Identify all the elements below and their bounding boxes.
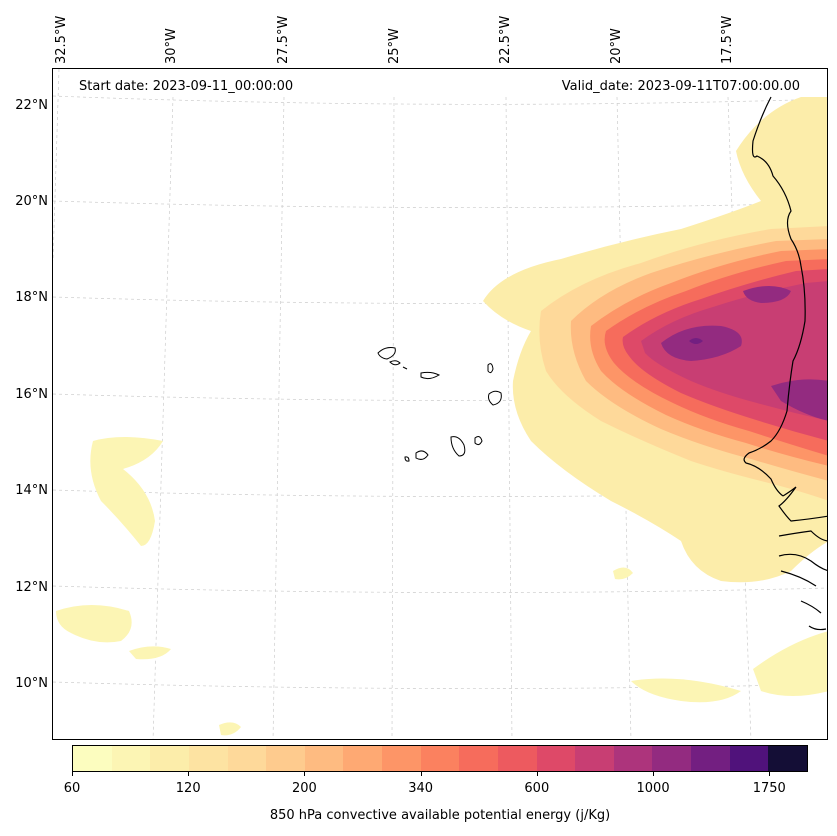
parallel-20n [53,200,827,208]
cape-patch-south-2 [753,631,827,696]
island-sao-nicolau [420,371,441,380]
west-africa-coastline [743,96,827,631]
meridian-27-5w [272,96,285,739]
meridian-32-5w [53,69,60,262]
colorbar-segment [111,746,151,771]
colorbar-tick-label: 340 [408,781,434,796]
cape-patch-south-1 [631,678,741,703]
meridian-30w [152,96,174,739]
island-sao-vicente [389,360,401,366]
colorbar-segment [459,746,498,771]
cape-patch-south-3 [613,567,633,580]
island-santo-antao [377,347,396,360]
gridlines [53,69,827,739]
colorbar-tick-mark [769,772,771,776]
parallel-14n [53,489,827,497]
start-date-label: Start date: 2023-09-11_00:00:00 [76,79,297,94]
cape-level-8 [661,325,742,361]
colorbar-segment [536,746,576,771]
cape-patch-west [90,437,163,546]
map-canvas [53,69,827,739]
parallel-10n [53,681,827,689]
colorbar-title: 850 hPa convective available potential e… [269,808,611,823]
meridian-20w [616,96,632,739]
colorbar-segment [729,746,769,771]
lon-label: 22.5°W [498,15,513,64]
lon-label: 27.5°W [276,15,291,64]
island-maio [474,436,483,446]
lon-label: 32.5°W [54,15,69,64]
cape-contours [56,97,827,736]
colorbar-segment [227,746,267,771]
colorbar-tick-label: 600 [524,781,550,796]
colorbar-tick-mark [536,772,538,776]
lat-label: 18°N [15,290,48,305]
parallel-18n [53,296,827,304]
colorbar-segment [768,746,807,771]
colorbar-tick-mark [653,772,655,776]
colorbar-tick-label: 60 [63,781,81,796]
cape-patch-small-1 [129,646,171,660]
lon-label: 20°W [609,28,624,64]
colorbar-segment [343,746,382,771]
cape-patch-small-2 [219,722,241,736]
coastline-guinea-bissau [778,553,827,631]
cape-level-9 [689,338,703,344]
lat-label: 20°N [15,194,48,209]
cape-level-8-coast [771,379,827,421]
colorbar-segment [304,746,344,771]
colorbar-tick-mark [72,772,73,776]
lat-label: 12°N [15,580,48,595]
lon-label: 30°W [164,28,179,64]
valid-date-label: Valid_date: 2023-09-11T07:00:00.00 [558,79,803,94]
colorbar-segment [497,746,537,771]
lat-label: 14°N [15,483,48,498]
cape-verde-islands [377,347,502,462]
lon-label: 17.5°W [720,15,735,64]
cape-level-8-east [743,286,791,303]
colorbar-tick-mark [188,772,190,776]
parallel-12n [53,585,827,593]
colorbar-segment [613,746,653,771]
lat-label: 16°N [15,387,48,402]
island-santa-luzia [402,366,408,370]
island-sal [487,363,494,374]
colorbar-segment [575,746,614,771]
colorbar-tick-label: 120 [175,781,201,796]
island-fogo [415,450,429,460]
coastline-mauritania [743,96,806,497]
meridian-22-5w [505,96,513,739]
colorbar-tick-label: 1000 [636,781,670,796]
cape-patch-southwest [56,605,132,643]
coastline-gambia [778,530,827,542]
colorbar-tick-mark [420,772,422,776]
colorbar-segment [382,746,421,771]
colorbar-tick-label: 1750 [752,781,786,796]
lon-label: 25°W [387,28,402,64]
map-panel: Start date: 2023-09-11_00:00:00 Valid_da… [52,68,828,740]
colorbar-tick-label: 200 [291,781,317,796]
colorbar-segment [266,746,305,771]
island-santiago [450,436,466,457]
lat-label: 10°N [15,676,48,691]
island-boa-vista [488,390,502,406]
island-brava [404,456,410,462]
colorbar-segment [73,746,112,771]
parallel-22n [53,95,827,105]
colorbar [72,745,808,772]
colorbar-segment [420,746,460,771]
colorbar-segment [150,746,189,771]
colorbar-segment [691,746,730,771]
meridian-25w [391,96,395,739]
colorbar-tick-mark [304,772,306,776]
lat-label: 22°N [15,98,48,113]
colorbar-segment [188,746,228,771]
colorbar-segment [652,746,691,771]
coastline-senegal [778,486,827,522]
